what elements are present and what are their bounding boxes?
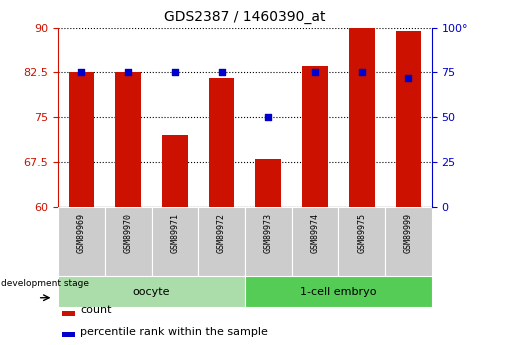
Bar <box>152 207 198 276</box>
Bar <box>245 207 292 276</box>
Text: oocyte: oocyte <box>133 287 170 296</box>
Bar <box>209 78 234 207</box>
Bar <box>62 332 75 337</box>
Bar <box>245 276 432 307</box>
Bar <box>292 207 338 276</box>
Text: 1-cell embryo: 1-cell embryo <box>300 287 377 296</box>
Bar <box>302 67 328 207</box>
Bar <box>338 207 385 276</box>
Point <box>264 115 272 120</box>
Bar <box>115 72 141 207</box>
Text: GSM89975: GSM89975 <box>357 213 366 253</box>
Bar <box>349 28 375 207</box>
Bar <box>58 276 245 307</box>
Bar <box>385 207 432 276</box>
Bar <box>58 207 105 276</box>
Text: GSM89999: GSM89999 <box>404 213 413 253</box>
Text: GSM89974: GSM89974 <box>311 213 320 253</box>
Text: GSM89971: GSM89971 <box>170 213 179 253</box>
Point <box>311 70 319 75</box>
Point <box>77 70 85 75</box>
Bar <box>105 207 152 276</box>
Point <box>171 70 179 75</box>
Bar <box>395 31 421 207</box>
Point <box>405 75 413 81</box>
Text: GSM89972: GSM89972 <box>217 213 226 253</box>
Point <box>124 70 132 75</box>
Bar <box>256 159 281 207</box>
Point <box>358 70 366 75</box>
Bar <box>162 135 188 207</box>
Bar <box>62 311 75 316</box>
Text: GSM89969: GSM89969 <box>77 213 86 253</box>
Text: count: count <box>80 305 112 315</box>
Bar <box>198 207 245 276</box>
Text: percentile rank within the sample: percentile rank within the sample <box>80 327 268 337</box>
Point <box>218 70 226 75</box>
Text: development stage: development stage <box>1 279 89 288</box>
Text: GSM89970: GSM89970 <box>124 213 133 253</box>
Text: GSM89973: GSM89973 <box>264 213 273 253</box>
Title: GDS2387 / 1460390_at: GDS2387 / 1460390_at <box>164 10 326 24</box>
Bar <box>69 72 94 207</box>
